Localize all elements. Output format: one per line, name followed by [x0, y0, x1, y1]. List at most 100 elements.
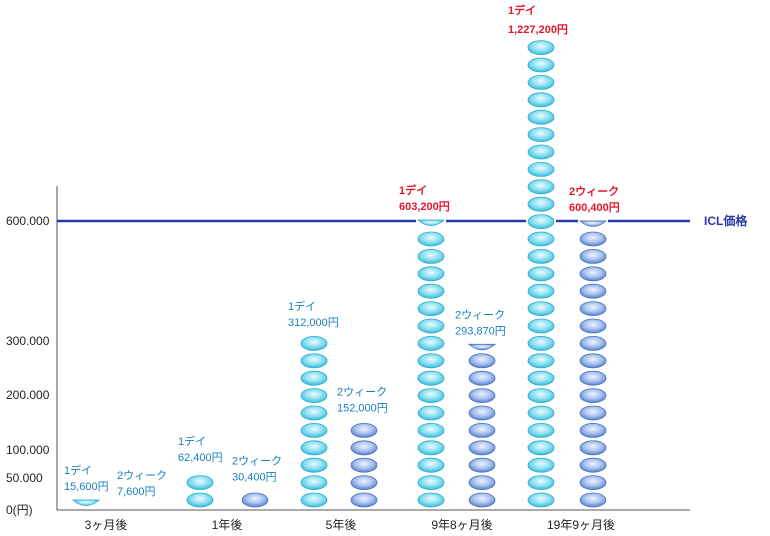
reference-line-group: ICL価格 [57, 213, 748, 228]
bar-segment [527, 492, 555, 508]
bar-cap [467, 343, 497, 351]
bar-segment [527, 335, 555, 351]
bar-week-2 [350, 422, 378, 508]
bar-segment [300, 370, 328, 386]
bar-day-1 [186, 475, 214, 508]
bar-segment [300, 422, 328, 438]
bar-segment [417, 318, 445, 334]
data-label-value: 603,200円 [399, 200, 450, 213]
data-label-value: 15,600円 [64, 481, 109, 493]
data-labels: 1デイ 15,600円 1デイ 62,400円 1デイ 312,000円 1デイ 603,20… [64, 3, 620, 498]
bar-segment [579, 301, 607, 317]
bar-cap [416, 219, 446, 226]
bar-segment [417, 457, 445, 473]
bar-segment [417, 353, 445, 369]
x-category-label: 9年8ヶ月後 [431, 518, 492, 532]
bar-segment [579, 318, 607, 334]
data-label-value: 30,400円 [232, 472, 277, 484]
bar-segment [527, 75, 555, 90]
bar-segment [350, 475, 378, 491]
bar-segment [579, 231, 607, 247]
bar-week-1 [241, 492, 269, 508]
bar-segment [527, 283, 555, 299]
data-label-value: 62,400円 [178, 452, 223, 464]
y-tick-label: 0(円) [6, 503, 33, 517]
data-label-value: 600,400円 [569, 201, 620, 214]
bar-day-2 [300, 335, 328, 508]
bar-segment [468, 405, 496, 421]
bar-segment [350, 457, 378, 473]
data-label-series: 2ウィーク [232, 455, 282, 468]
y-tick-label: 100.000 [6, 443, 50, 457]
bar-segment [300, 353, 328, 369]
bar-segment [527, 388, 555, 404]
bar-segment [300, 405, 328, 421]
y-tick-label: 50.000 [6, 471, 43, 485]
x-category-label: 3ヶ月後 [85, 518, 128, 532]
bar-segment [417, 475, 445, 491]
bar-segment [468, 475, 496, 491]
data-label-value: 1,227,200円 [508, 23, 568, 36]
bar-segment [300, 475, 328, 491]
bar-segment [468, 440, 496, 456]
data-label-value: 152,000円 [337, 402, 388, 414]
bar-segment [241, 492, 269, 508]
bar-segment [527, 457, 555, 473]
bar-segment [417, 440, 445, 456]
reference-line-label: ICL価格 [704, 213, 748, 228]
bar-segment [417, 266, 445, 282]
y-tick-label: 600.000 [6, 214, 50, 228]
bars [71, 40, 608, 508]
bar-segment [527, 109, 555, 125]
x-category-label: 19年9ヶ月後 [547, 518, 615, 532]
data-label-series: 1デイ [64, 463, 92, 477]
bar-segment [468, 370, 496, 386]
bar-segment [417, 405, 445, 421]
bar-segment [579, 388, 607, 404]
x-category-label: 5年後 [326, 518, 357, 532]
bar-segment [527, 475, 555, 491]
bar-day-4 [527, 40, 555, 508]
bar-segment [417, 492, 445, 508]
bar-segment [527, 301, 555, 317]
data-label-series: 2ウィーク [117, 469, 167, 482]
bar-segment [417, 370, 445, 386]
bar-segment [417, 335, 445, 351]
bar-segment [417, 301, 445, 317]
bar-day-3 [416, 219, 446, 508]
bar-segment [527, 231, 555, 247]
bar-segment [527, 266, 555, 282]
bar-segment [300, 457, 328, 473]
bar-segment [468, 492, 496, 508]
data-label-value: 7,600円 [117, 486, 156, 498]
bar-segment [527, 57, 555, 73]
bar-cap [578, 220, 608, 227]
bar-segment [527, 370, 555, 386]
bar-segment [417, 388, 445, 404]
bar-segment [527, 127, 555, 143]
bar-cap [71, 499, 101, 506]
bar-segment [579, 266, 607, 282]
bar-segment [527, 161, 555, 177]
bar-segment [417, 422, 445, 438]
bar-segment [579, 405, 607, 421]
data-label-series: 2ウィーク [337, 385, 387, 398]
data-label-series: 1デイ [288, 299, 316, 313]
data-label-value: 312,000円 [288, 317, 339, 329]
bar-week-3 [467, 343, 497, 508]
y-tick-label: 300.000 [6, 334, 50, 348]
bar-segment [579, 370, 607, 386]
bar-segment [579, 422, 607, 438]
data-label-series: 2ウィーク [569, 185, 619, 198]
x-categories: 3ヶ月後 1年後 5年後 9年8ヶ月後 19年9ヶ月後 [85, 518, 615, 532]
bar-segment [300, 388, 328, 404]
bar-segment [350, 440, 378, 456]
bar-segment [300, 440, 328, 456]
y-tick-label: 200.000 [6, 388, 50, 402]
data-label-value: 293,870円 [455, 325, 506, 337]
bar-segment [579, 335, 607, 351]
bar-segment [527, 248, 555, 264]
bar-segment [579, 283, 607, 299]
bar-segment [527, 196, 555, 212]
data-label-series: 1デイ [178, 434, 206, 448]
